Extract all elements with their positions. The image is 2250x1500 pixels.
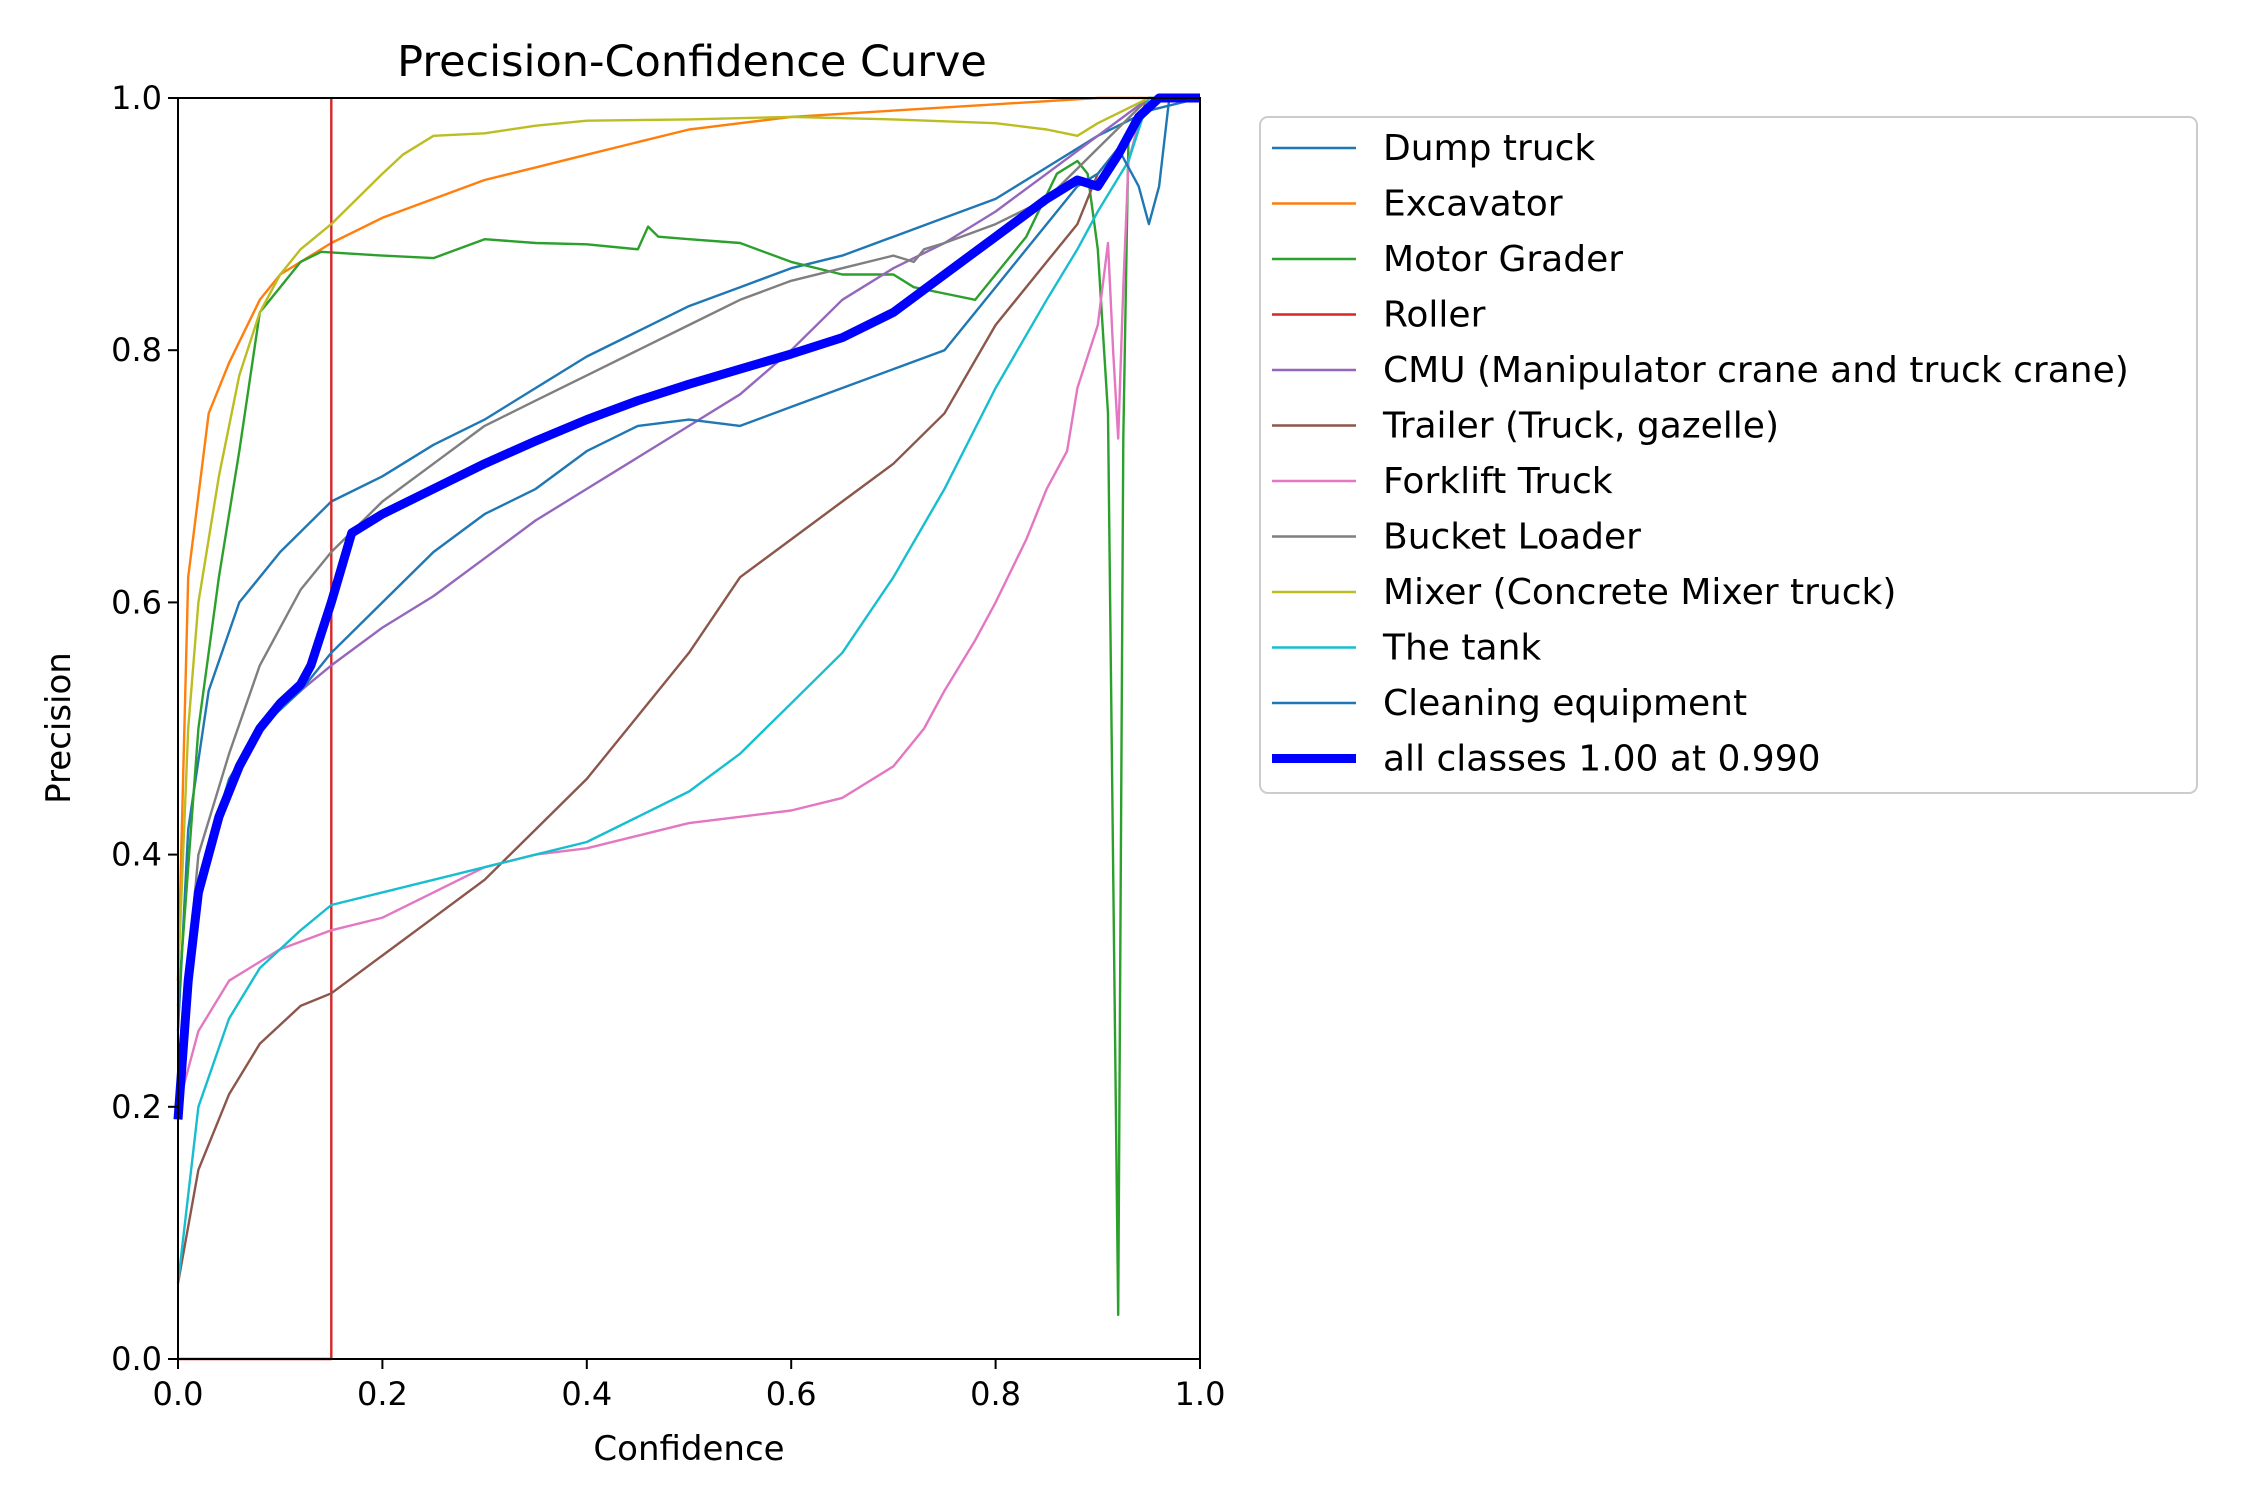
series-line-the-tank xyxy=(176,96,1200,1284)
legend-entry: Forklift Truck xyxy=(1272,461,1613,502)
legend-entry: Cleaning equipment xyxy=(1272,683,1747,724)
series-line-all-classes-1-00-at-0-990 xyxy=(173,93,1200,1120)
series-line-mixer-concrete-mixer-truck xyxy=(176,96,1200,981)
x-axis-label: Confidence xyxy=(593,1429,784,1469)
legend-label: The tank xyxy=(1382,628,1541,669)
legend-label: Motor Grader xyxy=(1383,239,1623,280)
series-line-excavator xyxy=(176,96,1200,981)
x-tick-label: 1.0 xyxy=(1175,1375,1226,1413)
series-layer xyxy=(173,93,1201,1361)
legend-items: Dump truck Excavator Motor Grader Roller CMU… xyxy=(1272,128,2129,780)
x-tick-label: 0.2 xyxy=(357,1375,408,1413)
legend-entry: Roller xyxy=(1272,295,1486,336)
plot-area: 0.0 0.2 0.4 0.6 0.8 1.0 0.0 0.2 0.4 0.6 0.8 1.0 xyxy=(111,79,1225,1413)
y-tick-label: 0.2 xyxy=(111,1088,162,1126)
legend-label: Cleaning equipment xyxy=(1383,683,1747,724)
legend-label: all classes 1.00 at 0.990 xyxy=(1383,739,1821,780)
x-axis-ticks: 0.0 0.2 0.4 0.6 0.8 1.0 xyxy=(153,1359,1226,1413)
series-line-bucket-loader xyxy=(176,96,1200,1082)
legend-label: Forklift Truck xyxy=(1383,461,1613,502)
x-tick-label: 0.8 xyxy=(970,1375,1021,1413)
legend-entry: Dump truck xyxy=(1272,128,1595,169)
x-tick-label: 0.4 xyxy=(561,1375,612,1413)
legend-label: CMU (Manipulator crane and truck crane) xyxy=(1383,350,2129,391)
y-tick-label: 0.4 xyxy=(111,836,162,874)
series-line-forklift-truck xyxy=(176,96,1200,1108)
legend-label: Excavator xyxy=(1383,184,1563,225)
y-axis-ticks: 0.0 0.2 0.4 0.6 0.8 1.0 xyxy=(111,79,178,1378)
x-tick-label: 0.6 xyxy=(766,1375,817,1413)
legend-entry: Trailer (Truck, gazelle) xyxy=(1272,406,1779,447)
y-tick-label: 0.6 xyxy=(111,583,162,621)
legend-entry: Motor Grader xyxy=(1272,239,1623,280)
legend-box xyxy=(1259,116,2198,794)
legend-entry: CMU (Manipulator crane and truck crane) xyxy=(1272,350,2129,391)
series-line-cleaning-equipment xyxy=(176,96,1200,1107)
y-tick-label: 1.0 xyxy=(111,79,162,117)
legend-label: Mixer (Concrete Mixer truck) xyxy=(1383,572,1896,613)
chart-title: Precision-Confidence Curve xyxy=(397,37,987,87)
series-line-dump-truck xyxy=(176,96,1201,1032)
legend-label: Bucket Loader xyxy=(1383,517,1641,558)
series-line-motor-grader xyxy=(176,96,1200,1317)
legend-entry: The tank xyxy=(1272,628,1541,669)
y-tick-label: 0.8 xyxy=(111,331,162,369)
legend-entry: all classes 1.00 at 0.990 xyxy=(1272,739,1821,780)
legend-label: Roller xyxy=(1383,295,1486,336)
plot-border xyxy=(177,97,1201,1360)
legend-label: Dump truck xyxy=(1383,128,1595,169)
legend-entry: Excavator xyxy=(1272,184,1563,225)
plot-frame xyxy=(178,98,1200,1359)
legend-label: Trailer (Truck, gazelle) xyxy=(1382,406,1779,447)
y-axis-label: Precision xyxy=(39,652,79,804)
series-line-trailer-truck-gazelle xyxy=(176,96,1200,1284)
legend: Dump truck Excavator Motor Grader Roller CMU… xyxy=(1259,116,2198,794)
legend-entry: Mixer (Concrete Mixer truck) xyxy=(1272,572,1896,613)
legend-entry: Bucket Loader xyxy=(1272,517,1641,558)
x-tick-label: 0.0 xyxy=(153,1375,204,1413)
y-tick-label: 0.0 xyxy=(111,1340,162,1378)
